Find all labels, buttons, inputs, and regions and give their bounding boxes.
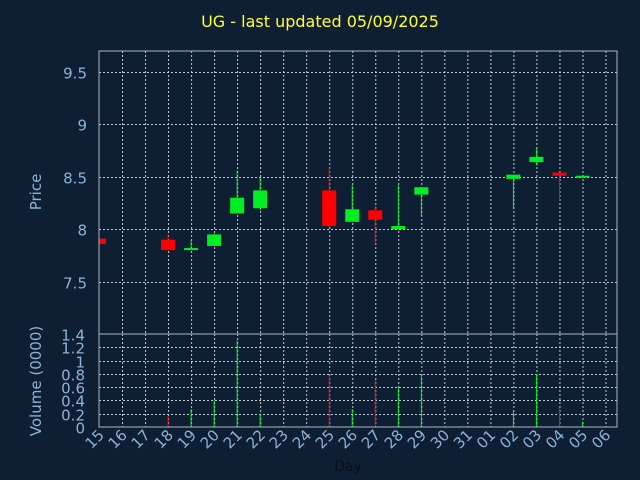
volume-axis-label: Volume (0000) bbox=[27, 326, 45, 436]
candle-04 bbox=[552, 172, 567, 201]
price-y-ticks: 7.5 8 8.5 9 9.5 bbox=[63, 65, 87, 293]
candle-body bbox=[529, 156, 544, 163]
price-y-tick-label: 9.5 bbox=[63, 65, 87, 83]
price-panel-frame bbox=[98, 50, 618, 335]
volume-y-ticks: 00.20.40.60.811.21.4 bbox=[61, 327, 85, 438]
volume-bars bbox=[167, 340, 583, 427]
candle-body bbox=[345, 209, 360, 222]
candle-18 bbox=[161, 234, 176, 251]
volume-y-tick-label: 0.2 bbox=[61, 407, 85, 425]
price-axis-label: Price bbox=[27, 174, 45, 211]
volume-y-tick-label: 0 bbox=[75, 420, 85, 438]
price-y-tick-label: 8.5 bbox=[63, 170, 87, 188]
candle-28 bbox=[391, 185, 406, 230]
candle-26 bbox=[345, 185, 360, 222]
price-candles bbox=[98, 148, 590, 251]
candle-29 bbox=[414, 187, 429, 217]
candle-15 bbox=[98, 238, 106, 244]
candle-05 bbox=[575, 175, 590, 178]
candle-body bbox=[230, 197, 245, 214]
volume-y-tick-label: 0.8 bbox=[61, 367, 85, 385]
candle-body bbox=[575, 175, 590, 178]
candle-body bbox=[552, 172, 567, 176]
candle-body bbox=[253, 190, 268, 209]
candle-body bbox=[207, 234, 222, 246]
candle-body bbox=[391, 226, 406, 230]
candle-body bbox=[99, 238, 106, 244]
candle-27 bbox=[368, 206, 383, 244]
price-y-tick-label: 8 bbox=[77, 222, 87, 240]
volume-y-tick-label: 0.4 bbox=[61, 393, 85, 411]
candle-body bbox=[184, 248, 199, 251]
candle-body bbox=[161, 239, 176, 251]
volume-gridlines bbox=[99, 334, 617, 427]
candle-body bbox=[414, 187, 429, 195]
volume-y-tick-label: 1.4 bbox=[61, 327, 85, 345]
x-tick-label: 06 bbox=[588, 426, 614, 452]
price-y-tick-label: 7.5 bbox=[63, 275, 87, 293]
chart-title: UG - last updated 05/09/2025 bbox=[201, 12, 439, 31]
price-gridlines bbox=[99, 51, 617, 334]
candle-20 bbox=[207, 233, 222, 246]
candle-19 bbox=[184, 240, 199, 251]
candle-body bbox=[368, 210, 383, 220]
volume-panel-frame bbox=[98, 333, 618, 428]
x-axis-label: Day bbox=[334, 459, 362, 475]
candle-body bbox=[506, 174, 521, 179]
candle-25 bbox=[322, 167, 337, 228]
candle-22 bbox=[253, 177, 268, 211]
volume-y-tick-label: 1 bbox=[75, 354, 85, 372]
price-y-tick-label: 9 bbox=[77, 117, 87, 135]
volume-y-tick-label: 1.2 bbox=[61, 340, 85, 358]
candle-body bbox=[322, 190, 337, 227]
candle-03 bbox=[529, 148, 544, 166]
candle-21 bbox=[230, 170, 245, 214]
x-ticks: 1516171819202122232425262728293031010203… bbox=[82, 426, 615, 452]
volume-y-tick-label: 0.6 bbox=[61, 380, 85, 398]
candle-02 bbox=[506, 174, 521, 210]
